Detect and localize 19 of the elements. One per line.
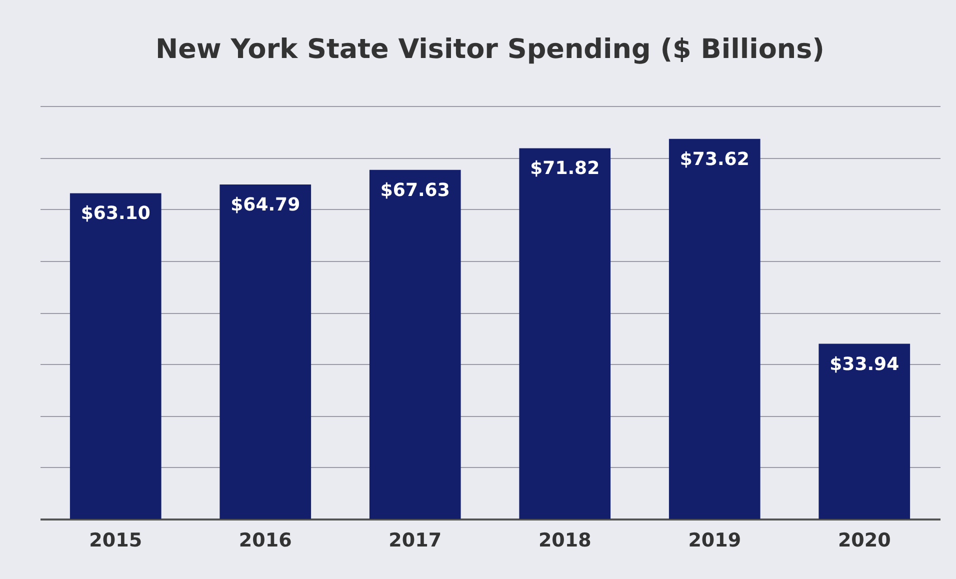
x-tick-label: 2020: [838, 530, 891, 552]
x-tick-label: 2017: [388, 530, 442, 552]
data-label: $33.94: [830, 354, 900, 375]
bar: [668, 138, 760, 519]
x-tick-label: 2019: [688, 530, 742, 552]
data-label: $73.62: [680, 148, 750, 170]
chart-title: New York State Visitor Spending ($ Billions): [155, 34, 825, 65]
data-label: $67.63: [380, 180, 450, 201]
x-tick-label: 2015: [89, 530, 142, 552]
data-label: $71.82: [530, 158, 600, 180]
bar: [519, 148, 611, 519]
data-label: $63.10: [80, 203, 150, 224]
bar: [818, 344, 910, 519]
x-tick-label: 2016: [238, 530, 292, 552]
bar: [369, 170, 461, 519]
bar: [70, 193, 162, 519]
bar: [220, 184, 312, 519]
x-tick-label: 2018: [538, 530, 592, 552]
data-label: $64.79: [230, 194, 300, 216]
